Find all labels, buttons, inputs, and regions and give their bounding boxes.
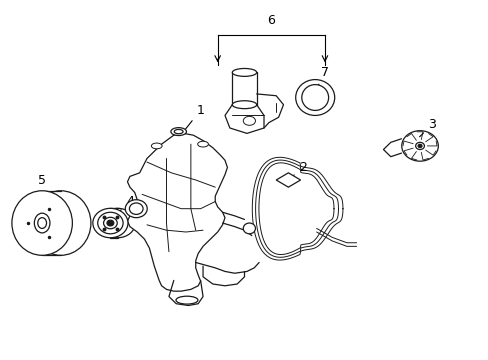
Ellipse shape [107,220,114,226]
Ellipse shape [34,213,50,233]
Ellipse shape [232,68,256,76]
Ellipse shape [301,85,328,111]
Ellipse shape [125,200,147,218]
Text: 1: 1 [185,104,204,129]
Text: 5: 5 [38,174,46,194]
Ellipse shape [417,144,421,148]
Text: 2: 2 [289,161,306,179]
Ellipse shape [174,130,183,134]
Ellipse shape [98,212,123,234]
Ellipse shape [93,208,128,238]
Ellipse shape [12,191,72,255]
Ellipse shape [243,223,255,234]
Ellipse shape [129,203,143,215]
Ellipse shape [103,217,117,229]
Ellipse shape [38,218,46,228]
Text: 4: 4 [115,195,134,216]
Ellipse shape [151,143,162,149]
Text: 6: 6 [267,14,275,27]
Polygon shape [127,134,227,291]
Ellipse shape [30,191,91,255]
Ellipse shape [176,296,198,304]
Ellipse shape [197,141,208,147]
Text: 3: 3 [419,118,435,137]
Ellipse shape [295,80,334,116]
Ellipse shape [170,128,186,135]
Ellipse shape [415,142,424,149]
Polygon shape [276,173,300,187]
Ellipse shape [232,101,256,109]
Text: 7: 7 [317,66,328,86]
Ellipse shape [401,131,437,161]
Ellipse shape [243,116,255,125]
Ellipse shape [100,208,135,238]
